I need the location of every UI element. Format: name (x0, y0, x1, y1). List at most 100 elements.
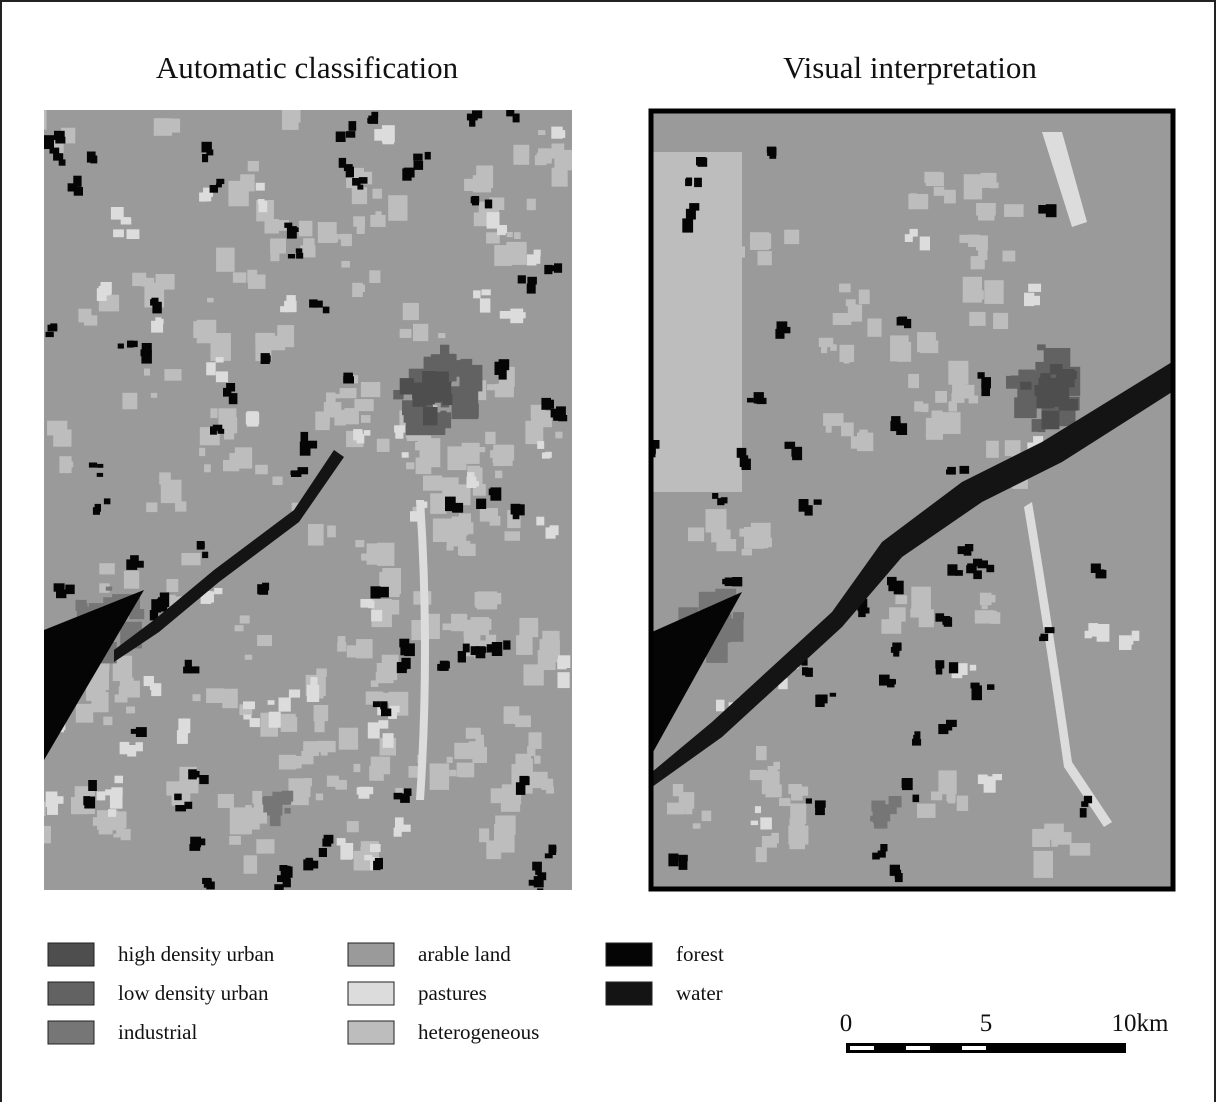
land-patch (760, 817, 772, 829)
land-patch (540, 639, 560, 662)
land-patch (394, 793, 403, 800)
land-patch (376, 672, 394, 683)
land-patch (370, 215, 385, 227)
land-patch (210, 408, 217, 418)
legend-label: high density urban (118, 942, 275, 966)
land-patch (288, 254, 295, 259)
land-patch (382, 655, 399, 673)
land-patch (89, 463, 97, 468)
land-patch (383, 733, 394, 748)
land-patch (773, 762, 780, 770)
land-patch (374, 129, 385, 141)
land-patch (716, 539, 736, 551)
land-patch (1003, 251, 1016, 262)
land-patch (712, 493, 718, 499)
land-patch (913, 795, 920, 803)
land-patch (164, 369, 181, 381)
land-patch (246, 413, 258, 425)
land-patch (368, 601, 374, 609)
land-patch (981, 173, 997, 188)
land-patch (823, 413, 843, 426)
land-patch (127, 341, 134, 348)
land-patch (510, 309, 523, 324)
land-patch (269, 712, 281, 728)
land-patch (536, 517, 544, 526)
land-patch (742, 549, 752, 555)
land-patch (296, 253, 303, 259)
land-patch (279, 755, 296, 770)
land-patch (243, 701, 255, 709)
land-patch (235, 625, 244, 631)
land-patch (118, 344, 124, 349)
legend-swatch (48, 982, 94, 1005)
figure: Automatic classification Visual interpre… (0, 0, 1216, 1102)
land-patch (917, 804, 936, 818)
land-patch (725, 578, 734, 587)
land-patch (987, 684, 994, 690)
legend-swatch (348, 943, 394, 966)
land-patch (388, 600, 399, 615)
land-patch (423, 476, 442, 491)
land-patch (527, 284, 536, 294)
land-patch (1024, 293, 1034, 306)
land-patch (270, 239, 286, 254)
land-patch (549, 845, 557, 855)
land-patch (160, 593, 169, 599)
land-patch (1064, 371, 1077, 379)
land-patch (881, 619, 901, 634)
land-patch (89, 157, 96, 161)
land-patch (282, 110, 299, 130)
land-patch (944, 190, 956, 204)
land-patch (946, 720, 957, 727)
land-patch (207, 298, 214, 303)
land-patch (412, 383, 430, 400)
land-patch (339, 158, 346, 168)
land-patch (978, 372, 985, 379)
land-patch (327, 526, 336, 538)
land-patch (357, 434, 365, 443)
land-patch (223, 460, 239, 471)
land-patch (93, 507, 100, 515)
land-patch (957, 796, 968, 811)
scale-label: 10km (1112, 1010, 1170, 1037)
land-patch (839, 284, 851, 293)
land-patch (279, 698, 291, 712)
land-patch (535, 870, 542, 875)
land-patch (370, 844, 381, 852)
land-patch (806, 798, 812, 803)
land-patch (964, 174, 982, 199)
land-patch (698, 158, 708, 167)
land-patch (206, 688, 224, 703)
land-patch (127, 745, 136, 757)
land-patch (240, 615, 250, 623)
land-patch (373, 861, 380, 870)
land-patch (819, 338, 833, 347)
land-patch (244, 855, 258, 874)
legend-swatch (48, 1021, 94, 1044)
land-patch (88, 780, 97, 791)
map-title: Automatic classification (156, 50, 459, 85)
land-patch (469, 120, 475, 127)
land-patch (361, 554, 368, 561)
land-patch (377, 543, 394, 566)
land-patch (688, 528, 704, 542)
land-patch (115, 776, 124, 784)
land-patch (970, 665, 976, 671)
land-patch (890, 421, 900, 431)
land-patch (119, 686, 126, 695)
land-patch (958, 546, 967, 554)
legend-swatch (48, 943, 94, 966)
land-patch (815, 695, 824, 707)
land-patch (373, 701, 380, 707)
land-patch (430, 764, 450, 790)
land-patch (312, 861, 318, 869)
land-patch (353, 285, 365, 292)
land-patch (938, 770, 956, 794)
land-patch (155, 317, 161, 322)
land-patch (514, 232, 521, 239)
land-patch (814, 499, 822, 504)
land-patch (307, 685, 319, 702)
land-patch (184, 802, 192, 809)
land-patch (50, 148, 60, 154)
land-patch (479, 828, 489, 842)
